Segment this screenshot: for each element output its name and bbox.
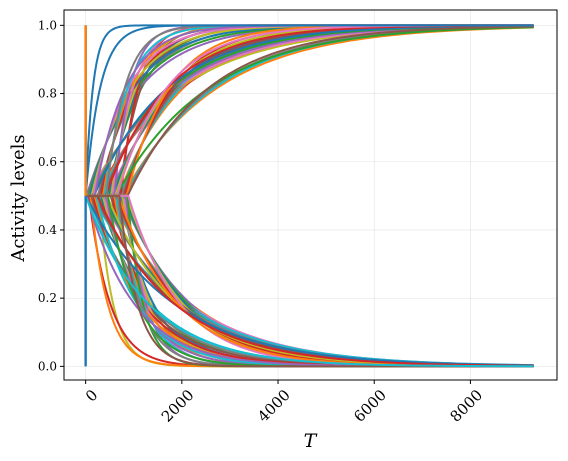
y-tick-label-1: 0.2 bbox=[38, 291, 57, 305]
series-line-up-40 bbox=[84, 24, 534, 197]
y-tick-label-5: 1.0 bbox=[38, 18, 57, 32]
series-line-down-42 bbox=[84, 194, 534, 367]
extreme-series-line-0 bbox=[84, 24, 534, 197]
y-tick-label-3: 0.6 bbox=[38, 155, 57, 169]
x-axis-label: T bbox=[304, 430, 318, 452]
extreme-series-line-1 bbox=[84, 194, 534, 368]
series-group bbox=[84, 24, 534, 368]
y-axis: 0.0 0.2 0.4 0.6 0.8 1.0 bbox=[38, 18, 64, 373]
y-tick-label-4: 0.8 bbox=[38, 87, 57, 101]
plot-frame bbox=[63, 9, 558, 381]
series-line-down-45 bbox=[84, 194, 534, 367]
y-tick-label-2: 0.4 bbox=[38, 223, 57, 237]
series-line-up-45 bbox=[84, 25, 534, 197]
series-line-down-47 bbox=[84, 194, 534, 368]
y-tick-label-0: 0.0 bbox=[38, 359, 57, 373]
y-axis-label: Activity levels bbox=[8, 134, 29, 262]
